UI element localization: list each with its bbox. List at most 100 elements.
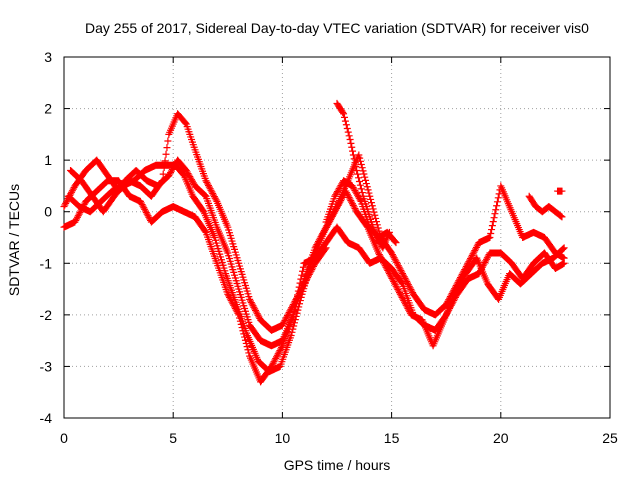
x-tick-label: 15	[384, 430, 400, 446]
data-point	[350, 155, 358, 163]
data-point	[272, 354, 280, 362]
data-point	[398, 293, 406, 301]
data-point	[379, 257, 387, 265]
data-point	[405, 306, 413, 314]
data-point	[330, 209, 338, 217]
data-point	[210, 193, 218, 201]
data-point	[297, 293, 305, 301]
data-point	[346, 136, 354, 144]
data-point	[61, 201, 69, 209]
data-point	[322, 225, 330, 233]
data-point	[390, 254, 398, 262]
data-point	[491, 210, 499, 218]
x-tick-label: 25	[602, 430, 618, 446]
series-track-5	[333, 99, 393, 252]
data-point	[391, 281, 399, 289]
data-point	[388, 274, 396, 282]
data-point	[361, 173, 369, 181]
data-point	[253, 310, 261, 318]
data-point	[558, 213, 566, 221]
data-point	[336, 198, 344, 206]
data-point	[251, 305, 259, 313]
data-point	[277, 345, 285, 353]
data-point	[201, 191, 209, 199]
data-point	[356, 196, 364, 204]
x-axis-label: GPS time / hours	[284, 457, 391, 473]
data-point	[405, 282, 413, 290]
data-point	[493, 202, 501, 210]
data-point	[278, 321, 286, 329]
data-point	[292, 299, 300, 307]
data-point	[396, 265, 404, 273]
data-point	[467, 255, 475, 263]
data-point	[396, 290, 404, 298]
data-point	[376, 252, 384, 260]
data-point	[320, 228, 328, 236]
data-point	[207, 186, 215, 194]
data-point	[456, 281, 464, 289]
data-point	[468, 251, 476, 259]
data-point	[225, 292, 233, 300]
data-point	[483, 255, 491, 263]
data-point	[273, 353, 281, 361]
y-tick-label: 0	[44, 204, 52, 220]
data-point	[408, 287, 416, 295]
series-track-4	[64, 161, 568, 376]
data-point	[380, 260, 388, 268]
data-point	[388, 251, 396, 259]
data-point	[557, 212, 565, 220]
data-point	[346, 195, 354, 203]
data-point	[163, 144, 171, 152]
data-point	[283, 313, 291, 321]
data-point	[387, 273, 395, 281]
data-point	[473, 242, 481, 250]
data-point	[350, 203, 358, 211]
data-point	[145, 213, 153, 221]
data-point	[73, 215, 81, 223]
data-point	[392, 239, 400, 247]
data-point	[404, 281, 412, 289]
data-point	[368, 202, 376, 210]
data-point	[398, 268, 406, 276]
data-point	[402, 276, 410, 284]
data-point	[349, 147, 357, 155]
data-point	[137, 199, 145, 207]
data-point	[200, 191, 208, 199]
data-point	[377, 254, 385, 262]
data-point	[247, 299, 255, 307]
data-point	[212, 196, 220, 204]
data-point	[353, 166, 361, 174]
data-point	[255, 313, 263, 321]
data-point	[287, 331, 295, 339]
data-point	[560, 244, 568, 252]
data-point	[343, 189, 351, 197]
data-point	[367, 199, 375, 207]
data-point	[250, 303, 258, 311]
data-point	[245, 349, 253, 357]
data-point	[389, 276, 397, 284]
data-point	[71, 218, 79, 226]
data-point	[204, 180, 212, 188]
data-point	[74, 212, 82, 220]
data-point	[404, 279, 412, 287]
data-point	[292, 312, 300, 320]
data-point	[327, 214, 335, 222]
data-point	[386, 271, 394, 279]
data-point	[472, 245, 480, 253]
data-point	[482, 257, 490, 265]
data-point	[367, 195, 375, 203]
data-point	[252, 308, 260, 316]
data-point	[75, 210, 83, 218]
data-point	[356, 154, 364, 162]
data-point	[399, 295, 407, 303]
data-point	[162, 150, 170, 158]
data-point	[296, 300, 304, 308]
data-point	[73, 213, 81, 221]
y-tick-label: -3	[40, 358, 53, 374]
data-point	[366, 192, 374, 200]
plot-frame	[63, 56, 611, 419]
data-point	[201, 227, 209, 235]
data-point	[381, 262, 389, 270]
data-point	[345, 193, 353, 201]
